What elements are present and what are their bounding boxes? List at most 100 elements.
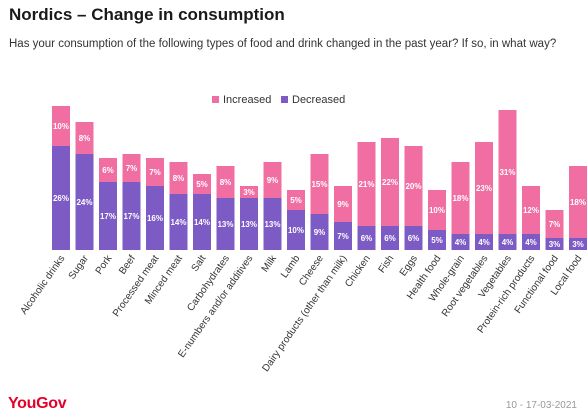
bar-increased bbox=[357, 142, 376, 226]
bar-increased bbox=[475, 142, 493, 234]
bar-increased bbox=[240, 186, 258, 198]
bar-increased bbox=[569, 166, 587, 238]
data-label-increased: 15% bbox=[311, 180, 327, 189]
bar-increased bbox=[310, 154, 329, 214]
bar-decreased bbox=[169, 194, 188, 250]
bar-decreased bbox=[193, 194, 211, 250]
bar-decreased bbox=[310, 214, 329, 250]
data-label-decreased: 4% bbox=[525, 238, 537, 247]
data-label-increased: 9% bbox=[267, 176, 279, 185]
data-label-increased: 7% bbox=[549, 220, 561, 229]
bar-increased bbox=[75, 122, 94, 154]
bar-decreased bbox=[52, 146, 70, 250]
bar-increased bbox=[99, 158, 117, 182]
bar-increased bbox=[451, 162, 470, 234]
data-label-decreased: 17% bbox=[123, 212, 139, 221]
legend-swatch-increased bbox=[212, 96, 219, 103]
bar-increased bbox=[216, 166, 235, 198]
bar-increased bbox=[146, 158, 164, 186]
bar-increased bbox=[545, 210, 564, 238]
bar-decreased bbox=[122, 182, 141, 250]
chart-subtitle: Has your consumption of the following ty… bbox=[9, 38, 557, 50]
yougov-logo: YouGov bbox=[8, 395, 67, 412]
data-label-decreased: 3% bbox=[572, 240, 584, 249]
bar-increased bbox=[381, 138, 399, 226]
bar-increased bbox=[193, 174, 211, 194]
data-label-decreased: 5% bbox=[431, 236, 443, 245]
data-label-increased: 7% bbox=[149, 168, 161, 177]
data-label-increased: 9% bbox=[337, 200, 349, 209]
bar-decreased bbox=[451, 234, 470, 250]
bar-decreased bbox=[404, 226, 423, 250]
data-label-increased: 31% bbox=[499, 168, 515, 177]
data-label-decreased: 6% bbox=[361, 234, 373, 243]
chart-title: Nordics – Change in consumption bbox=[9, 5, 285, 24]
bar-increased bbox=[522, 186, 540, 234]
data-label-decreased: 14% bbox=[194, 218, 210, 227]
data-label-decreased: 6% bbox=[384, 234, 396, 243]
data-label-decreased: 13% bbox=[241, 220, 257, 229]
data-label-increased: 20% bbox=[405, 182, 421, 191]
data-label-decreased: 3% bbox=[549, 240, 561, 249]
category-label: Lamb bbox=[279, 253, 303, 280]
category-label: Milk bbox=[260, 253, 280, 275]
data-label-decreased: 26% bbox=[53, 194, 69, 203]
data-label-decreased: 4% bbox=[455, 238, 467, 247]
data-label-increased: 10% bbox=[53, 122, 69, 131]
bar-decreased bbox=[216, 198, 235, 250]
bar-decreased bbox=[75, 154, 94, 250]
data-label-increased: 7% bbox=[126, 164, 138, 173]
bar-decreased bbox=[428, 230, 446, 250]
data-label-increased: 6% bbox=[102, 166, 114, 175]
data-label-increased: 23% bbox=[476, 184, 492, 193]
category-label: Sugar bbox=[67, 253, 92, 282]
data-label-decreased: 9% bbox=[314, 228, 326, 237]
data-label-increased: 22% bbox=[382, 178, 398, 187]
data-label-decreased: 17% bbox=[100, 212, 116, 221]
bar-increased bbox=[263, 162, 282, 198]
data-label-decreased: 10% bbox=[288, 226, 304, 235]
data-label-increased: 18% bbox=[570, 198, 586, 207]
data-label-increased: 8% bbox=[173, 174, 185, 183]
category-label: Fish bbox=[377, 253, 397, 275]
bar-increased bbox=[428, 190, 446, 230]
bar-decreased bbox=[522, 234, 540, 250]
category-label: Pork bbox=[94, 253, 115, 277]
data-label-increased: 10% bbox=[429, 206, 445, 215]
category-label: Salt bbox=[190, 253, 209, 274]
data-label-increased: 3% bbox=[243, 188, 255, 197]
data-label-increased: 5% bbox=[290, 196, 302, 205]
bar-increased bbox=[498, 110, 517, 234]
legend-label-decreased: Decreased bbox=[292, 94, 345, 106]
data-label-decreased: 14% bbox=[170, 218, 186, 227]
data-label-decreased: 6% bbox=[408, 234, 420, 243]
bar-decreased bbox=[357, 226, 376, 250]
bar-decreased bbox=[475, 234, 493, 250]
bar-decreased bbox=[545, 238, 564, 250]
bar-increased bbox=[334, 186, 352, 222]
bar-decreased bbox=[146, 186, 164, 250]
data-label-increased: 8% bbox=[79, 134, 91, 143]
data-label-decreased: 24% bbox=[76, 198, 92, 207]
category-label: Alcoholic drinks bbox=[19, 253, 68, 316]
data-label-increased: 12% bbox=[523, 206, 539, 215]
bar-decreased bbox=[498, 234, 517, 250]
bar-decreased bbox=[334, 222, 352, 250]
data-label-decreased: 4% bbox=[502, 238, 514, 247]
data-label-decreased: 7% bbox=[337, 232, 349, 241]
data-label-increased: 21% bbox=[358, 180, 374, 189]
legend-label-increased: Increased bbox=[223, 94, 271, 106]
bar-decreased bbox=[569, 238, 587, 250]
bar-increased bbox=[287, 190, 305, 210]
category-label: Eggs bbox=[398, 253, 420, 278]
data-label-decreased: 13% bbox=[217, 220, 233, 229]
bar-decreased bbox=[263, 198, 282, 250]
bar-decreased bbox=[240, 198, 258, 250]
bar-increased bbox=[404, 146, 423, 226]
bar-increased bbox=[169, 162, 188, 194]
bar-increased bbox=[122, 154, 141, 182]
bar-increased bbox=[52, 106, 70, 146]
data-label-increased: 5% bbox=[196, 180, 208, 189]
data-label-decreased: 13% bbox=[264, 220, 280, 229]
